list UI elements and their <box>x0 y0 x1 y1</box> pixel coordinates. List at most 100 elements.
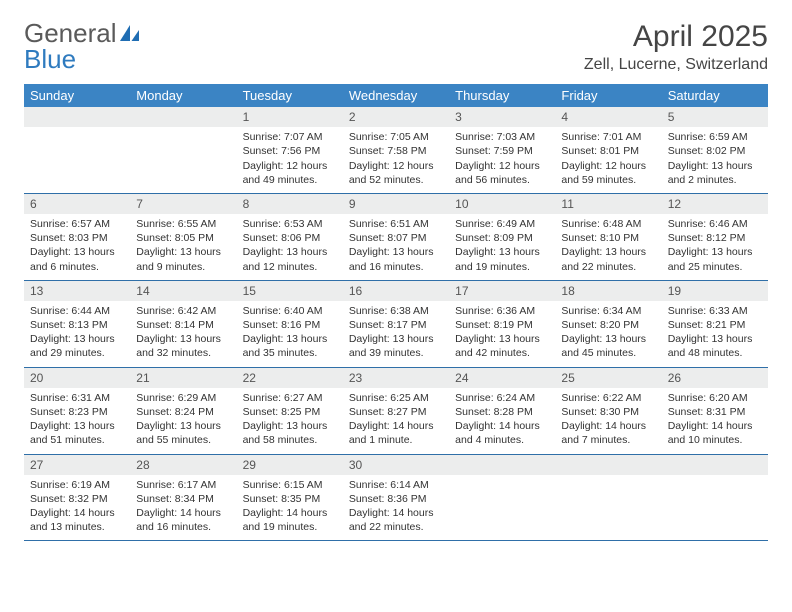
sunset-line: Sunset: 8:06 PM <box>243 231 337 245</box>
weekday-header-row: SundayMondayTuesdayWednesdayThursdayFrid… <box>24 84 768 107</box>
sunrise-line: Sunrise: 6:27 AM <box>243 391 337 405</box>
day-body: Sunrise: 6:33 AMSunset: 8:21 PMDaylight:… <box>662 301 768 367</box>
weekday-friday: Friday <box>555 84 661 107</box>
day-cell: 28Sunrise: 6:17 AMSunset: 8:34 PMDayligh… <box>130 455 236 541</box>
sunrise-line: Sunrise: 6:31 AM <box>30 391 124 405</box>
daylight-line: Daylight: 13 hours and 48 minutes. <box>668 332 762 360</box>
sunrise-line: Sunrise: 6:48 AM <box>561 217 655 231</box>
day-cell: 23Sunrise: 6:25 AMSunset: 8:27 PMDayligh… <box>343 368 449 454</box>
day-cell: 27Sunrise: 6:19 AMSunset: 8:32 PMDayligh… <box>24 455 130 541</box>
day-number: 29 <box>237 455 343 475</box>
sunset-line: Sunset: 8:01 PM <box>561 144 655 158</box>
day-body: Sunrise: 6:38 AMSunset: 8:17 PMDaylight:… <box>343 301 449 367</box>
location: Zell, Lucerne, Switzerland <box>584 56 768 74</box>
day-number: 13 <box>24 281 130 301</box>
day-number: 7 <box>130 194 236 214</box>
sunset-line: Sunset: 8:19 PM <box>455 318 549 332</box>
sunrise-line: Sunrise: 6:36 AM <box>455 304 549 318</box>
day-body: Sunrise: 6:24 AMSunset: 8:28 PMDaylight:… <box>449 388 555 454</box>
day-number: 20 <box>24 368 130 388</box>
daylight-line: Daylight: 13 hours and 16 minutes. <box>349 245 443 273</box>
sunset-line: Sunset: 8:02 PM <box>668 144 762 158</box>
day-cell: 20Sunrise: 6:31 AMSunset: 8:23 PMDayligh… <box>24 368 130 454</box>
day-cell: 24Sunrise: 6:24 AMSunset: 8:28 PMDayligh… <box>449 368 555 454</box>
sunrise-line: Sunrise: 6:38 AM <box>349 304 443 318</box>
day-cell: 9Sunrise: 6:51 AMSunset: 8:07 PMDaylight… <box>343 194 449 280</box>
weekday-monday: Monday <box>130 84 236 107</box>
day-number: 3 <box>449 107 555 127</box>
day-number: 16 <box>343 281 449 301</box>
sunset-line: Sunset: 8:16 PM <box>243 318 337 332</box>
day-body: Sunrise: 6:36 AMSunset: 8:19 PMDaylight:… <box>449 301 555 367</box>
day-number: 8 <box>237 194 343 214</box>
day-number: 18 <box>555 281 661 301</box>
sunrise-line: Sunrise: 6:40 AM <box>243 304 337 318</box>
sunset-line: Sunset: 8:17 PM <box>349 318 443 332</box>
sunset-line: Sunset: 8:27 PM <box>349 405 443 419</box>
daylight-line: Daylight: 13 hours and 25 minutes. <box>668 245 762 273</box>
day-cell: 16Sunrise: 6:38 AMSunset: 8:17 PMDayligh… <box>343 281 449 367</box>
day-number <box>449 455 555 475</box>
sunset-line: Sunset: 8:21 PM <box>668 318 762 332</box>
day-number: 22 <box>237 368 343 388</box>
day-number: 19 <box>662 281 768 301</box>
day-body: Sunrise: 6:31 AMSunset: 8:23 PMDaylight:… <box>24 388 130 454</box>
day-cell <box>555 455 661 541</box>
day-number: 27 <box>24 455 130 475</box>
sunrise-line: Sunrise: 7:03 AM <box>455 130 549 144</box>
sunset-line: Sunset: 8:36 PM <box>349 492 443 506</box>
sunrise-line: Sunrise: 6:34 AM <box>561 304 655 318</box>
day-body: Sunrise: 6:17 AMSunset: 8:34 PMDaylight:… <box>130 475 236 541</box>
day-cell: 1Sunrise: 7:07 AMSunset: 7:56 PMDaylight… <box>237 107 343 193</box>
week-row: 1Sunrise: 7:07 AMSunset: 7:56 PMDaylight… <box>24 107 768 194</box>
week-row: 13Sunrise: 6:44 AMSunset: 8:13 PMDayligh… <box>24 281 768 368</box>
day-body: Sunrise: 6:42 AMSunset: 8:14 PMDaylight:… <box>130 301 236 367</box>
sunset-line: Sunset: 8:24 PM <box>136 405 230 419</box>
day-number: 26 <box>662 368 768 388</box>
day-cell <box>662 455 768 541</box>
daylight-line: Daylight: 13 hours and 51 minutes. <box>30 419 124 447</box>
daylight-line: Daylight: 13 hours and 12 minutes. <box>243 245 337 273</box>
day-body: Sunrise: 6:27 AMSunset: 8:25 PMDaylight:… <box>237 388 343 454</box>
sunrise-line: Sunrise: 6:24 AM <box>455 391 549 405</box>
day-body: Sunrise: 7:01 AMSunset: 8:01 PMDaylight:… <box>555 127 661 193</box>
day-number: 10 <box>449 194 555 214</box>
daylight-line: Daylight: 14 hours and 22 minutes. <box>349 506 443 534</box>
sunset-line: Sunset: 7:56 PM <box>243 144 337 158</box>
sunrise-line: Sunrise: 6:46 AM <box>668 217 762 231</box>
day-body: Sunrise: 6:14 AMSunset: 8:36 PMDaylight:… <box>343 475 449 541</box>
day-body <box>449 475 555 531</box>
sunrise-line: Sunrise: 6:42 AM <box>136 304 230 318</box>
day-number: 21 <box>130 368 236 388</box>
sunset-line: Sunset: 8:32 PM <box>30 492 124 506</box>
day-cell: 11Sunrise: 6:48 AMSunset: 8:10 PMDayligh… <box>555 194 661 280</box>
day-body: Sunrise: 6:49 AMSunset: 8:09 PMDaylight:… <box>449 214 555 280</box>
day-body: Sunrise: 6:29 AMSunset: 8:24 PMDaylight:… <box>130 388 236 454</box>
day-number: 5 <box>662 107 768 127</box>
sunrise-line: Sunrise: 6:57 AM <box>30 217 124 231</box>
daylight-line: Daylight: 14 hours and 13 minutes. <box>30 506 124 534</box>
day-body: Sunrise: 7:05 AMSunset: 7:58 PMDaylight:… <box>343 127 449 193</box>
day-body: Sunrise: 6:51 AMSunset: 8:07 PMDaylight:… <box>343 214 449 280</box>
day-cell <box>449 455 555 541</box>
day-number: 23 <box>343 368 449 388</box>
sunrise-line: Sunrise: 7:07 AM <box>243 130 337 144</box>
title-block: April 2025 Zell, Lucerne, Switzerland <box>584 20 768 74</box>
day-cell: 18Sunrise: 6:34 AMSunset: 8:20 PMDayligh… <box>555 281 661 367</box>
day-number: 28 <box>130 455 236 475</box>
day-body <box>662 475 768 531</box>
day-body: Sunrise: 7:03 AMSunset: 7:59 PMDaylight:… <box>449 127 555 193</box>
logo-text-blue: Blue <box>24 44 76 74</box>
day-cell: 12Sunrise: 6:46 AMSunset: 8:12 PMDayligh… <box>662 194 768 280</box>
header: GeneralBlue April 2025 Zell, Lucerne, Sw… <box>24 20 768 74</box>
sunrise-line: Sunrise: 6:49 AM <box>455 217 549 231</box>
day-cell: 5Sunrise: 6:59 AMSunset: 8:02 PMDaylight… <box>662 107 768 193</box>
day-cell: 21Sunrise: 6:29 AMSunset: 8:24 PMDayligh… <box>130 368 236 454</box>
day-number: 11 <box>555 194 661 214</box>
daylight-line: Daylight: 12 hours and 52 minutes. <box>349 159 443 187</box>
day-cell: 14Sunrise: 6:42 AMSunset: 8:14 PMDayligh… <box>130 281 236 367</box>
day-cell: 13Sunrise: 6:44 AMSunset: 8:13 PMDayligh… <box>24 281 130 367</box>
day-number <box>24 107 130 127</box>
day-number: 9 <box>343 194 449 214</box>
daylight-line: Daylight: 13 hours and 6 minutes. <box>30 245 124 273</box>
